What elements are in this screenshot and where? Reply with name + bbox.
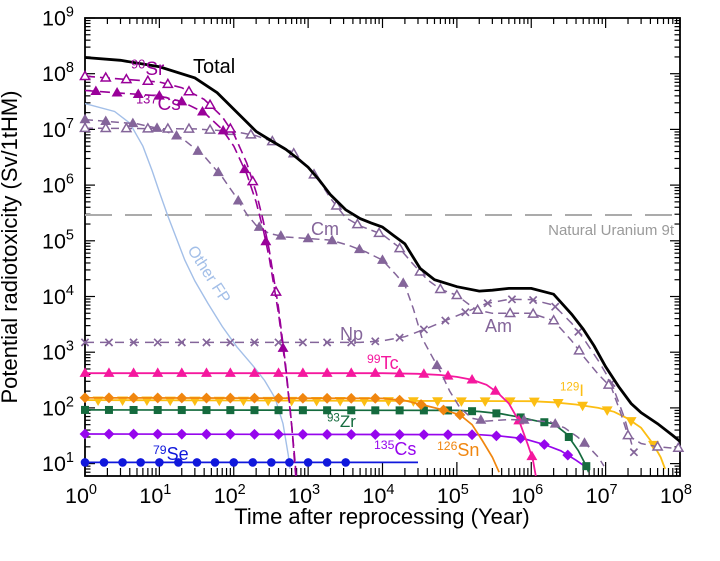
series-line-other-fp bbox=[84, 102, 291, 470]
label-sn126: 126Sn bbox=[437, 439, 479, 460]
series-line-tc-99 bbox=[85, 372, 537, 476]
tick-label-10e4: 104 bbox=[42, 283, 74, 309]
tick-label-10e9: 109 bbox=[42, 5, 74, 31]
label-am: Am bbox=[485, 316, 512, 336]
axis-tick-labels: 101 102 103 104 105 106 107 108 109 100 101 102 103 1… bbox=[42, 5, 692, 509]
tick-label-10e2: 102 bbox=[214, 482, 246, 508]
tick-label-10e5: 105 bbox=[437, 482, 469, 508]
tick-label-10e2: 102 bbox=[42, 394, 74, 420]
label-tc99: 99Tc bbox=[367, 352, 399, 373]
tick-label-10e0: 100 bbox=[65, 482, 97, 508]
x-axis-title: Time after reprocessing (Year) bbox=[234, 504, 530, 529]
tick-label-10e3: 103 bbox=[42, 339, 74, 365]
tick-label-10e4: 104 bbox=[363, 482, 395, 508]
label-sr90: 90Sr bbox=[131, 57, 165, 80]
series-other-fp bbox=[84, 102, 291, 470]
tick-label-10e7: 107 bbox=[42, 116, 74, 142]
series-line-cm bbox=[84, 118, 605, 467]
tick-label-10e1: 101 bbox=[42, 450, 74, 476]
series-np bbox=[80, 295, 639, 457]
label-i129: 129I bbox=[560, 381, 584, 400]
series-cs-135 bbox=[79, 428, 585, 467]
tick-label-10e3: 103 bbox=[288, 482, 320, 508]
series-line-total bbox=[84, 56, 681, 443]
tick-label-10e1: 101 bbox=[139, 482, 171, 508]
tick-label-10e5: 105 bbox=[42, 227, 74, 253]
series-line-np bbox=[85, 298, 635, 453]
label-cs137: 137Cs bbox=[136, 92, 181, 115]
label-other-fp: Other FP bbox=[184, 243, 234, 307]
label-se79: 79Se bbox=[153, 443, 189, 464]
tick-label-10e6: 106 bbox=[511, 482, 543, 508]
series-se-79 bbox=[80, 458, 418, 467]
series-cm bbox=[79, 113, 605, 467]
series-sn-126 bbox=[79, 392, 500, 473]
tick-label-10e6: 106 bbox=[42, 172, 74, 198]
y-axis-title: Potential radiotoxicity (Sv/1tHM) bbox=[0, 91, 22, 404]
tick-label-10e8: 108 bbox=[660, 482, 692, 508]
series-line-sn-126 bbox=[84, 396, 500, 473]
tick-label-10e8: 108 bbox=[42, 60, 74, 86]
series-total bbox=[84, 56, 681, 443]
label-cs135: 135Cs bbox=[374, 438, 416, 459]
series-line-cs-135 bbox=[84, 433, 585, 467]
label-np: Np bbox=[340, 324, 363, 344]
series-line-cs-137 bbox=[84, 89, 298, 476]
label-zr93: 93Zr bbox=[327, 412, 356, 431]
series-cs-137 bbox=[84, 85, 298, 476]
label-natural-uranium: Natural Uranium 9t bbox=[548, 222, 675, 239]
series-sr-90 bbox=[79, 69, 297, 476]
label-cm: Cm bbox=[311, 219, 339, 239]
label-total: Total bbox=[193, 56, 235, 78]
tick-label-10e7: 107 bbox=[586, 482, 618, 508]
